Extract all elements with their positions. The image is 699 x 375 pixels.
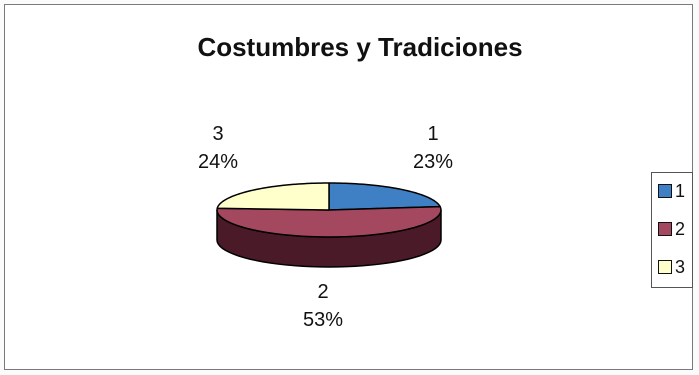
legend-item-2: 2 (658, 217, 685, 241)
pie-category-label-2: 2 (317, 281, 329, 303)
pie-value-label-3: 24% (197, 151, 239, 173)
pie-slice-1 (328, 182, 441, 211)
legend: 1 2 3 (651, 172, 693, 288)
pie-value-label-1: 23% (412, 151, 454, 173)
legend-label-2: 2 (675, 218, 686, 239)
chart-title: Costumbres y Tradiciones (197, 32, 523, 62)
pie-slice-3 (216, 182, 330, 211)
legend-label-3: 3 (675, 256, 686, 277)
legend-item-1: 1 (658, 179, 685, 203)
pie-label-3: 3 24% (183, 120, 253, 176)
legend-swatch-3 (658, 260, 672, 274)
pie-category-label-1: 1 (427, 123, 439, 145)
pie-value-label-2: 53% (302, 309, 344, 331)
legend-label-1: 1 (675, 180, 686, 201)
legend-item-3: 3 (658, 255, 685, 279)
pie-label-2: 2 53% (288, 278, 358, 334)
pie-label-1: 1 23% (398, 120, 468, 176)
legend-swatch-1 (658, 184, 672, 198)
pie-category-label-3: 3 (212, 123, 224, 145)
pie-slice-2 (216, 205, 442, 238)
legend-swatch-2 (658, 222, 672, 236)
